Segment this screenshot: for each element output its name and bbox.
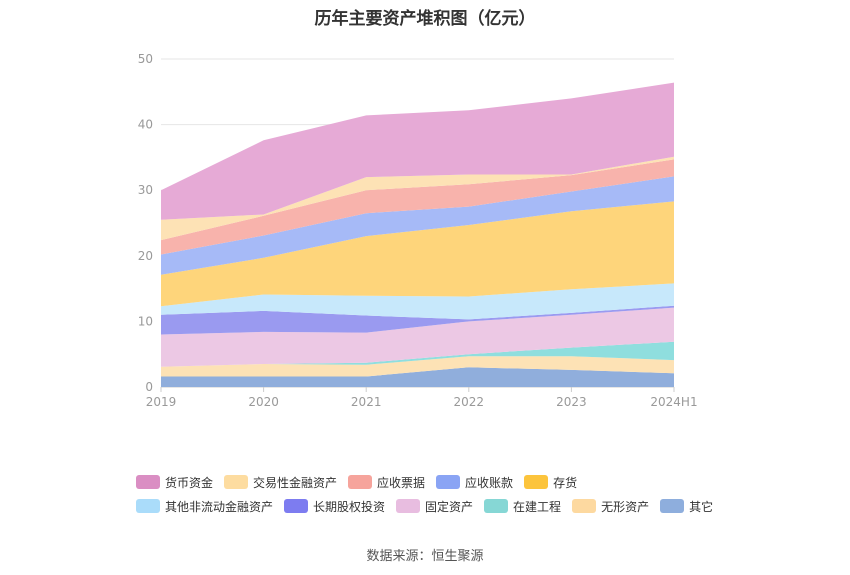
legend-item[interactable]: 固定资产 xyxy=(396,498,473,515)
legend-item[interactable]: 无形资产 xyxy=(572,498,649,515)
legend-label: 应收账款 xyxy=(465,475,514,490)
y-tick-label: 20 xyxy=(138,249,153,263)
x-tick-label: 2021 xyxy=(351,395,382,409)
legend-item[interactable]: 货币资金 xyxy=(136,474,213,491)
y-tick-label: 10 xyxy=(138,314,153,328)
legend-label: 存货 xyxy=(553,475,578,490)
area-series xyxy=(161,283,674,320)
legend-label: 应收票据 xyxy=(377,475,426,490)
area-series xyxy=(161,82,674,220)
y-tick-label: 50 xyxy=(138,52,153,66)
data-source-note: 数据来源：恒生聚源 xyxy=(366,549,484,564)
legend-swatch xyxy=(524,475,549,489)
legend-item[interactable]: 应收票据 xyxy=(348,474,425,491)
legend-swatch xyxy=(484,499,509,513)
legend-label: 其他非流动金融资产 xyxy=(165,499,274,514)
x-tick-label: 2024H1 xyxy=(650,395,697,409)
legend-swatch xyxy=(284,499,309,513)
legend-item[interactable]: 长期股权投资 xyxy=(284,498,385,515)
legend-label: 固定资产 xyxy=(425,499,474,514)
legend-label: 长期股权投资 xyxy=(313,499,386,514)
area-series xyxy=(161,201,674,307)
legend-label: 交易性金融资产 xyxy=(253,475,338,490)
legend-swatch xyxy=(660,499,685,513)
y-tick-label: 0 xyxy=(145,380,153,394)
legend-swatch xyxy=(348,475,373,489)
area-series xyxy=(161,159,674,255)
area-series xyxy=(161,176,674,275)
chart-title: 历年主要资产堆积图（亿元） xyxy=(314,9,536,29)
area-series xyxy=(161,307,674,367)
legend-label: 其它 xyxy=(689,499,714,514)
x-tick-label: 2022 xyxy=(454,395,485,409)
legend-swatch xyxy=(136,475,160,489)
legend-swatch xyxy=(572,499,597,513)
legend-swatch xyxy=(136,499,160,513)
legend-row-2: 其他非流动金融资产 长期股权投资 固定资产 在建工程 无形资产 其它 xyxy=(136,494,776,518)
legend-swatch xyxy=(396,499,421,513)
x-tick-label: 2020 xyxy=(248,395,279,409)
area-series xyxy=(161,305,674,335)
area-series xyxy=(161,341,674,367)
legend-swatch xyxy=(224,475,249,489)
legend-row-1: 货币资金 交易性金融资产 应收票据 应收账款 存货 xyxy=(136,470,776,494)
legend-item[interactable]: 存货 xyxy=(524,474,577,491)
y-tick-label: 30 xyxy=(138,183,153,197)
legend-item[interactable]: 在建工程 xyxy=(484,498,561,515)
x-tick-label: 2023 xyxy=(556,395,587,409)
legend-item[interactable]: 其它 xyxy=(660,498,713,515)
area-series xyxy=(161,367,674,387)
legend-item[interactable]: 应收账款 xyxy=(436,474,513,491)
y-tick-label: 40 xyxy=(138,118,153,132)
legend-swatch xyxy=(436,475,461,489)
area-series xyxy=(161,356,674,377)
x-tick-label: 2019 xyxy=(146,395,177,409)
legend-item[interactable]: 交易性金融资产 xyxy=(224,474,337,491)
legend-label: 无形资产 xyxy=(601,499,650,514)
legend-label: 在建工程 xyxy=(513,499,562,514)
chart-legend: 货币资金 交易性金融资产 应收票据 应收账款 存货 其他非流动金融资产 长期股权投资 固定资… xyxy=(136,470,776,518)
legend-label: 货币资金 xyxy=(165,475,214,490)
stacked-area-chart: 0 10 20 30 40 50 2019 2020 2021 2022 2023 2024H1 xyxy=(138,52,698,409)
legend-item[interactable]: 其他非流动金融资产 xyxy=(136,498,273,515)
